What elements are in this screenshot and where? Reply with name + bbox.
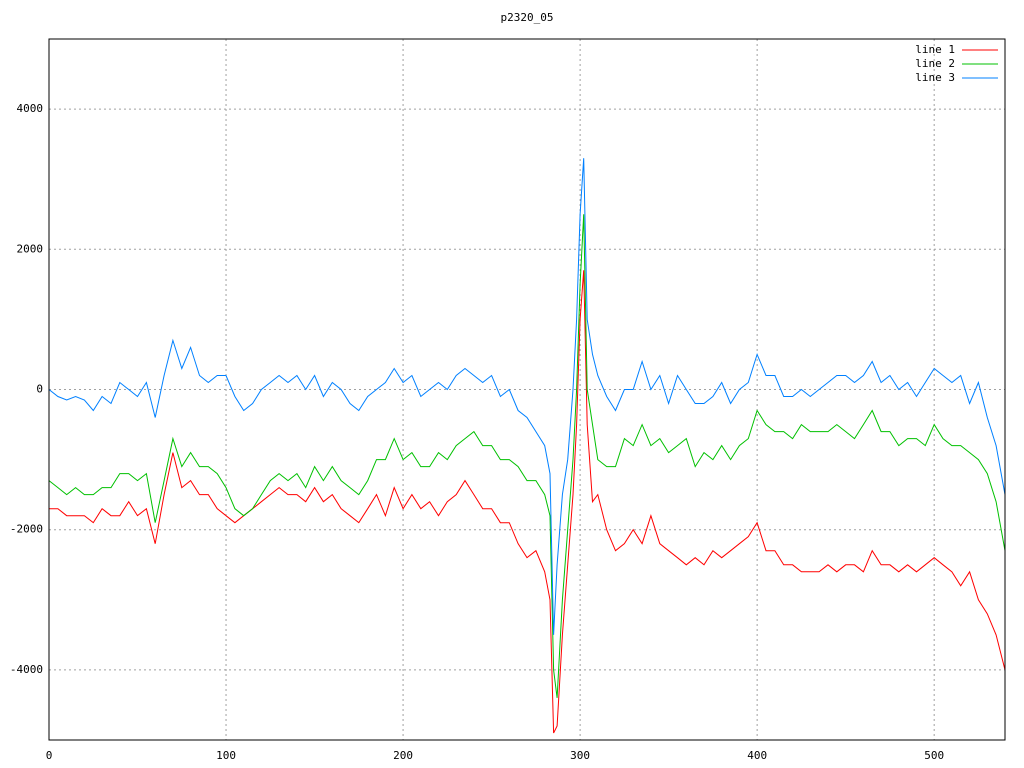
data-line [48, 214, 1006, 698]
x-tick-label: 500 [924, 749, 944, 762]
y-tick-label: -4000 [10, 663, 43, 676]
legend-label: line 1 [915, 43, 955, 56]
x-tick-label: 100 [216, 749, 236, 762]
data-line [49, 270, 1006, 734]
data-line [48, 158, 1006, 635]
x-tick-label: 200 [393, 749, 413, 762]
plot-border [48, 38, 1006, 741]
legend-label: line 2 [915, 57, 955, 70]
y-tick-label: 0 [36, 383, 43, 396]
y-tick-label: -2000 [10, 523, 43, 536]
chart-title: p2320_05 [501, 11, 554, 24]
x-tick-label: 300 [570, 749, 590, 762]
x-tick-label: 0 [46, 749, 53, 762]
y-tick-label: 4000 [17, 102, 44, 115]
x-tick-label: 400 [747, 749, 767, 762]
legend-label: line 3 [915, 71, 955, 84]
y-tick-label: 2000 [17, 242, 44, 255]
